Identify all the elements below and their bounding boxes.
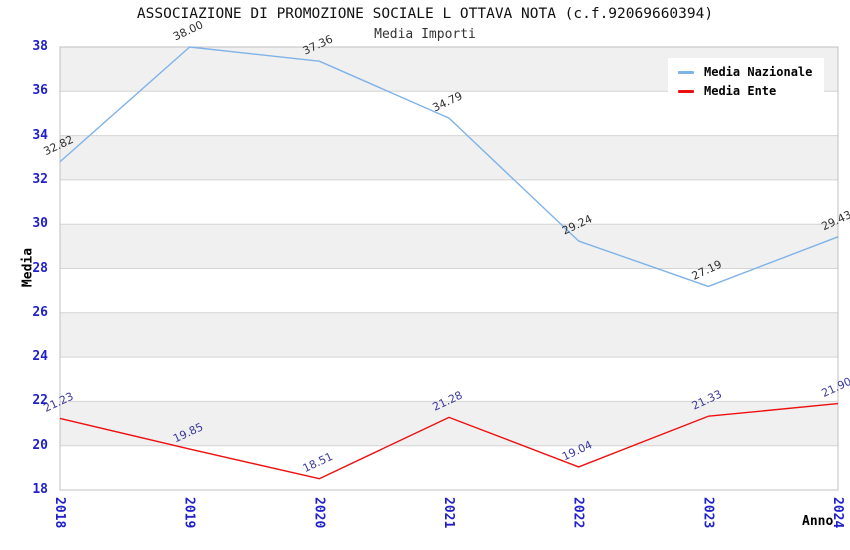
grid-band (60, 135, 838, 180)
legend-item-media-nazionale[interactable]: Media Nazionale (678, 65, 812, 79)
x-axis-title: Anno (802, 514, 834, 529)
data-label-media-nazionale: 38.00 (171, 18, 205, 43)
chart-title: ASSOCIAZIONE DI PROMOZIONE SOCIALE L OTT… (136, 6, 714, 22)
series-line-media-nazionale (59, 46, 839, 288)
legend-item-media-ente[interactable]: Media Ente (678, 84, 812, 98)
legend-label-media-ente: Media Ente (704, 84, 777, 98)
y-tick-label: 22 (32, 393, 48, 409)
x-tick-label: 2018 (52, 497, 67, 529)
x-tick-label: 2024 (830, 497, 845, 529)
y-tick-label: 38 (32, 39, 48, 54)
grid-band (60, 224, 838, 269)
y-tick-label: 30 (32, 216, 48, 232)
legend-label-media-nazionale: Media Nazionale (704, 65, 813, 79)
legend: Media Nazionale Media Ente (668, 58, 825, 105)
data-label-media-ente: 21.90 (819, 375, 850, 400)
x-tick-label: 2019 (181, 497, 197, 529)
y-axis-title: Media (20, 247, 36, 288)
grid-band (60, 401, 838, 446)
y-tick-label: 32 (32, 171, 48, 187)
y-tick-label: 34 (32, 127, 48, 143)
x-tick-label: 2021 (441, 497, 456, 529)
chart-subtitle: Media Importi (374, 27, 476, 42)
line-swatch-media-nazionale-icon (678, 70, 694, 74)
plot-frame (59, 46, 839, 491)
y-tick-label: 36 (32, 83, 48, 99)
y-tick-label: 18 (32, 482, 48, 497)
data-label-media-nazionale: 34.79 (430, 89, 464, 114)
y-tick-label: 20 (32, 437, 48, 453)
x-tick-label: 2020 (311, 497, 327, 529)
y-tick-label: 24 (32, 349, 48, 365)
data-label-media-ente: 18.51 (301, 450, 335, 475)
x-tick-label: 2023 (700, 497, 716, 529)
y-tick-label: 26 (32, 304, 48, 320)
series-line-media-ente (59, 402, 839, 480)
grid-band (60, 312, 838, 358)
line-swatch-media-ente-icon (678, 89, 694, 93)
x-tick-label: 2022 (570, 497, 586, 529)
y-tick-label: 28 (32, 260, 48, 276)
